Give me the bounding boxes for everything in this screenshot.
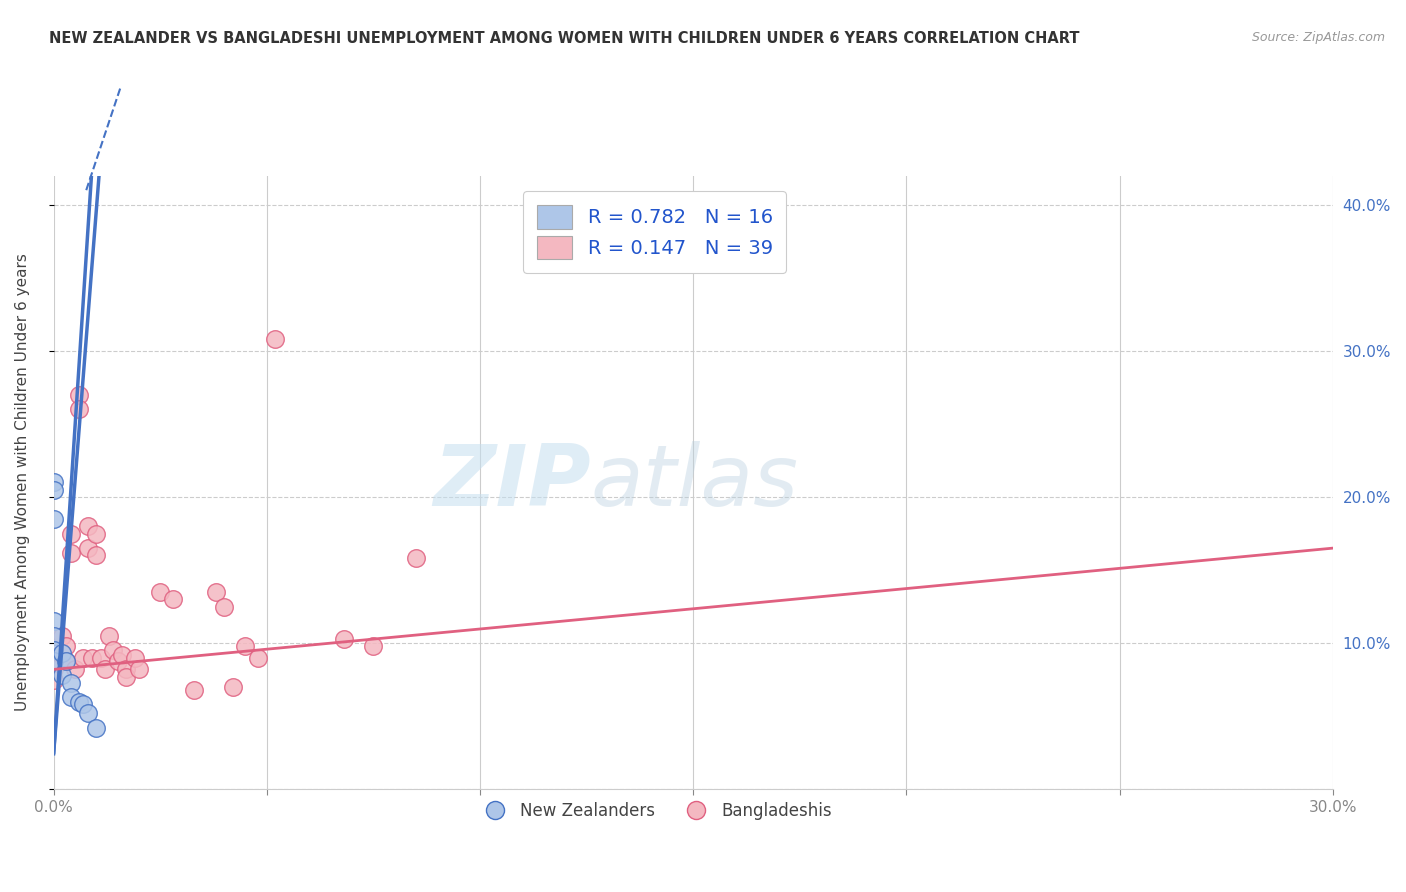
Point (76, 519, 98, 533)
Point (204, 585, 226, 599)
Point (84, 526, 107, 541)
Point (247, 650, 270, 665)
Point (162, 592, 184, 607)
Point (42, 673, 65, 687)
Point (55, 654, 77, 668)
Point (59, 675, 82, 690)
Point (42, 646, 65, 660)
Point (67, 694, 90, 708)
Point (149, 585, 172, 599)
Point (183, 682, 205, 697)
Point (84, 721, 107, 735)
Point (59, 545, 82, 559)
Point (76, 706, 98, 721)
Y-axis label: Unemployment Among Women with Children Under 6 years: Unemployment Among Women with Children U… (15, 253, 30, 711)
Point (55, 654, 77, 668)
Point (67, 388, 90, 402)
Point (51, 646, 73, 660)
Point (42, 629, 65, 643)
Point (115, 670, 138, 684)
Point (405, 551, 427, 566)
Point (59, 526, 82, 541)
Point (94, 662, 117, 676)
Point (42, 614, 65, 628)
Point (111, 648, 134, 662)
Point (222, 680, 245, 694)
Point (59, 690, 82, 705)
Text: NEW ZEALANDER VS BANGLADESHI UNEMPLOYMENT AMONG WOMEN WITH CHILDREN UNDER 6 YEAR: NEW ZEALANDER VS BANGLADESHI UNEMPLOYMEN… (49, 31, 1080, 46)
Text: ZIP: ZIP (433, 441, 591, 524)
Point (42, 475, 65, 490)
Text: atlas: atlas (591, 441, 799, 524)
Point (72, 650, 94, 665)
Point (124, 650, 146, 665)
Point (76, 541, 98, 556)
Point (98, 629, 121, 643)
Point (89, 650, 111, 665)
Point (128, 662, 150, 676)
Text: Source: ZipAtlas.com: Source: ZipAtlas.com (1251, 31, 1385, 45)
Point (55, 639, 77, 653)
Point (51, 668, 73, 682)
Legend: New Zealanders, Bangladeshis: New Zealanders, Bangladeshis (471, 796, 838, 827)
Point (80, 650, 103, 665)
Point (363, 639, 385, 653)
Point (42, 643, 65, 657)
Point (235, 639, 257, 653)
Point (67, 402, 90, 417)
Point (107, 654, 129, 668)
Point (51, 629, 73, 643)
Point (103, 643, 125, 657)
Point (72, 698, 94, 712)
Point (212, 599, 235, 614)
Point (63, 662, 86, 676)
Point (115, 662, 138, 676)
Point (264, 332, 287, 346)
Point (332, 632, 354, 646)
Point (42, 512, 65, 526)
Point (84, 549, 107, 563)
Point (42, 654, 65, 668)
Point (42, 662, 65, 676)
Point (42, 483, 65, 497)
